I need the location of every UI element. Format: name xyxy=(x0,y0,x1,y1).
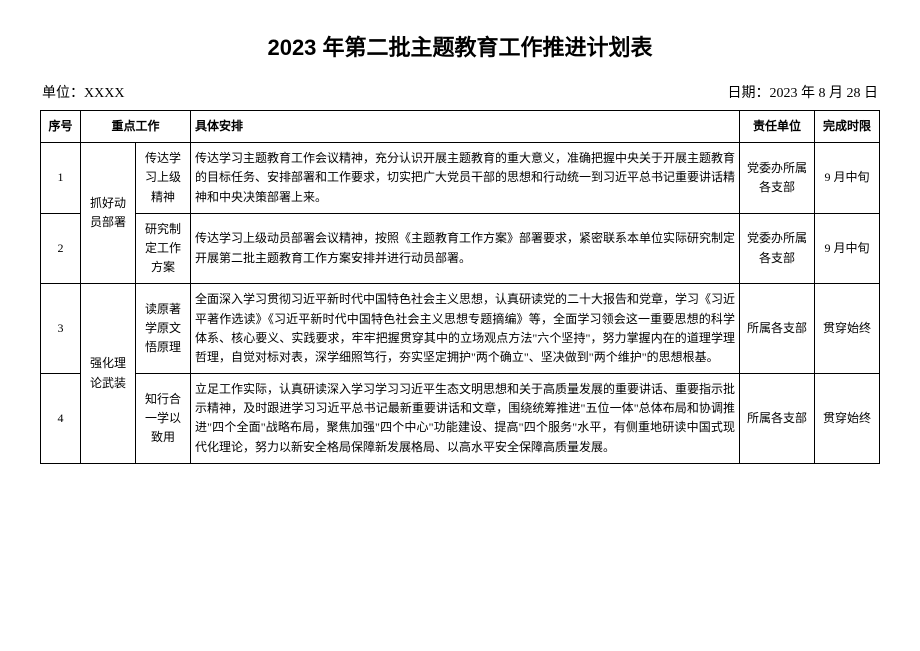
cell-resp: 所属各支部 xyxy=(740,284,815,374)
date-label: 日期：2023 年 8 月 28 日 xyxy=(728,82,879,102)
cell-deadline: 9 月中旬 xyxy=(815,213,880,284)
cell-group: 抓好动员部署 xyxy=(81,143,136,284)
cell-group: 强化理论武装 xyxy=(81,284,136,464)
cell-sub: 知行合一学以致用 xyxy=(136,374,191,464)
cell-detail: 传达学习上级动员部署会议精神，按照《主题教育工作方案》部署要求，紧密联系本单位实… xyxy=(191,213,740,284)
header-row: 单位：XXXX 日期：2023 年 8 月 28 日 xyxy=(40,82,880,102)
unit-label: 单位：XXXX xyxy=(42,82,124,102)
cell-seq: 3 xyxy=(41,284,81,374)
cell-deadline: 贯穿始终 xyxy=(815,284,880,374)
cell-sub: 研究制定工作方案 xyxy=(136,213,191,284)
cell-sub: 传达学习上级精神 xyxy=(136,143,191,214)
cell-sub: 读原著学原文悟原理 xyxy=(136,284,191,374)
cell-resp: 党委办所属各支部 xyxy=(740,213,815,284)
table-row: 3 强化理论武装 读原著学原文悟原理 全面深入学习贯彻习近平新时代中国特色社会主… xyxy=(41,284,880,374)
cell-detail: 传达学习主题教育工作会议精神，充分认识开展主题教育的重大意义，准确把握中央关于开… xyxy=(191,143,740,214)
cell-detail: 立足工作实际，认真研读深入学习学习习近平生态文明思想和关于高质量发展的重要讲话、… xyxy=(191,374,740,464)
plan-table: 序号 重点工作 具体安排 责任单位 完成时限 1 抓好动员部署 传达学习上级精神… xyxy=(40,110,880,464)
cell-deadline: 贯穿始终 xyxy=(815,374,880,464)
table-row: 2 研究制定工作方案 传达学习上级动员部署会议精神，按照《主题教育工作方案》部署… xyxy=(41,213,880,284)
th-seq: 序号 xyxy=(41,111,81,143)
cell-seq: 2 xyxy=(41,213,81,284)
th-resp: 责任单位 xyxy=(740,111,815,143)
cell-detail: 全面深入学习贯彻习近平新时代中国特色社会主义思想，认真研读党的二十大报告和党章，… xyxy=(191,284,740,374)
cell-resp: 党委办所属各支部 xyxy=(740,143,815,214)
th-deadline: 完成时限 xyxy=(815,111,880,143)
cell-seq: 4 xyxy=(41,374,81,464)
cell-resp: 所属各支部 xyxy=(740,374,815,464)
table-row: 4 知行合一学以致用 立足工作实际，认真研读深入学习学习习近平生态文明思想和关于… xyxy=(41,374,880,464)
cell-seq: 1 xyxy=(41,143,81,214)
th-detail: 具体安排 xyxy=(191,111,740,143)
th-keywork: 重点工作 xyxy=(81,111,191,143)
page-title: 2023 年第二批主题教育工作推进计划表 xyxy=(40,30,880,62)
cell-deadline: 9 月中旬 xyxy=(815,143,880,214)
table-row: 1 抓好动员部署 传达学习上级精神 传达学习主题教育工作会议精神，充分认识开展主… xyxy=(41,143,880,214)
